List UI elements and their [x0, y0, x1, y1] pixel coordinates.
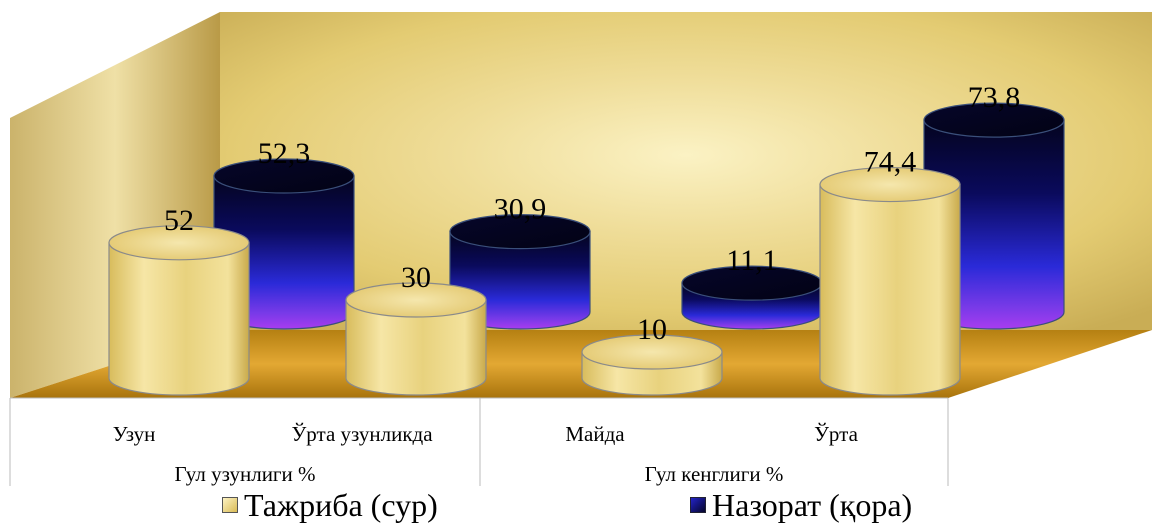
legend-swatch-blue: [690, 497, 706, 513]
data-label-experiment-2: 30: [401, 261, 431, 294]
legend: Тажриба (сур) Назорат (қора): [0, 486, 1152, 526]
category-label-4: Ўрта: [814, 422, 859, 446]
chart: 52,3 30,9 11,1 73,8 52 30 10 74,4 Узун Ўрта узунл…: [9, 12, 1152, 486]
data-label-control-4: 73,8: [968, 81, 1021, 114]
legend-label-series-1: Тажриба (сур): [244, 487, 438, 523]
data-label-control-3: 11,1: [726, 244, 777, 277]
legend-label-series-2: Назорат (қора): [712, 487, 913, 523]
group-label-2: Гул кенглиги %: [645, 462, 784, 486]
category-label-1: Узун: [113, 422, 156, 446]
legend-item-series-2: Назорат (қора): [690, 486, 912, 524]
data-label-experiment-1: 52: [164, 204, 194, 237]
category-label-3: Майда: [565, 422, 625, 446]
data-label-experiment-4: 74,4: [864, 146, 917, 179]
bar-experiment-1: [108, 225, 250, 396]
data-label-control-2: 30,9: [494, 193, 547, 226]
legend-item-series-1: Тажриба (сур): [222, 486, 438, 524]
bar-experiment-3: [581, 334, 723, 396]
category-label-2: Ўрта узунликда: [291, 422, 433, 446]
data-label-control-1: 52,3: [258, 137, 311, 170]
data-label-experiment-3: 10: [637, 313, 667, 346]
bar-control-3: [681, 265, 823, 330]
bar-experiment-4: [819, 166, 961, 396]
group-label-1: Гул узунлиги %: [174, 462, 315, 486]
legend-swatch-gold: [222, 497, 238, 513]
bar-experiment-2: [345, 282, 487, 396]
